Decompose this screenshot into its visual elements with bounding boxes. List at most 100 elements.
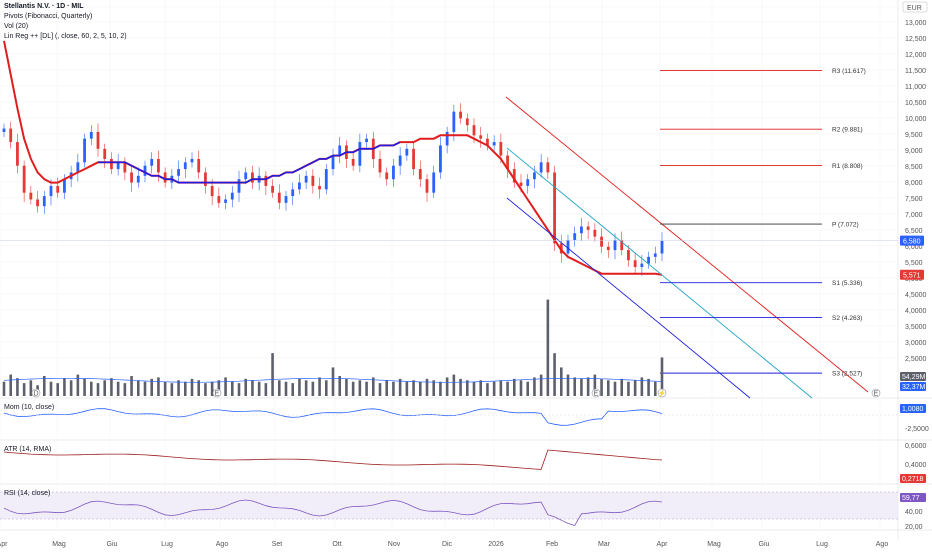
y-tick-label: 5,500 (905, 260, 923, 267)
volume-bar (465, 380, 469, 396)
volume-bar (210, 381, 214, 396)
candle-body (526, 179, 530, 186)
candle-body (89, 131, 93, 139)
volume-bar (29, 380, 33, 396)
candle-body (16, 142, 19, 166)
volume-bar (237, 383, 241, 396)
candle-body (304, 175, 308, 183)
y-tick-label: 11,500 (905, 68, 926, 75)
y-tick-label: 10,500 (905, 100, 927, 107)
pivot-label-1: R2 (9.881) (832, 127, 863, 134)
volume-bar (459, 378, 462, 396)
rsi-value-text: 59,77 (902, 495, 920, 502)
volume-bar (439, 381, 442, 396)
volume-bar (499, 380, 503, 396)
volume-bar (472, 381, 476, 396)
candle-body (492, 142, 496, 146)
mom-value-text: 1,0080 (902, 406, 924, 413)
candle-body (22, 165, 26, 193)
volume-bar (392, 381, 395, 396)
volume-bar (519, 380, 523, 396)
mom-label: Mom (10, close) (4, 404, 55, 411)
mom-badge (900, 404, 926, 413)
event-marker-4 (871, 388, 881, 398)
x-tick-label: Apr (0, 541, 8, 548)
volume-bar (606, 380, 610, 396)
candle-body (566, 239, 570, 254)
candle-body (123, 162, 127, 173)
volume-bar (22, 383, 26, 396)
rsi-band (0, 492, 898, 519)
volume-bar (304, 380, 308, 396)
volume-bar (479, 380, 483, 396)
candle-body (136, 175, 140, 183)
volume-bar (653, 381, 657, 396)
candle-body (224, 199, 227, 203)
volume-bar (358, 380, 362, 396)
volume-bar (533, 377, 536, 396)
rsi-line (3, 499, 663, 526)
x-tick-label: 2026 (488, 541, 504, 548)
volume-bar (89, 381, 93, 396)
pivot-label-3: P (7.072) (832, 222, 859, 229)
candle-body (338, 145, 342, 156)
candle-body (110, 158, 113, 170)
volume-group (2, 299, 664, 396)
y-tick-label: 3,0000 (905, 340, 927, 347)
volume-bar (257, 381, 261, 396)
volume-bar (277, 380, 281, 396)
volume-bar (76, 374, 80, 396)
candle-body (506, 155, 509, 170)
candle-body (284, 196, 288, 203)
x-tick-label: Lug (816, 541, 828, 548)
candle-body (230, 192, 234, 200)
x-tick-label: Giu (759, 541, 770, 548)
x-tick-label: Mag (52, 541, 66, 548)
candles-group (2, 103, 664, 277)
y-tick-label: 4,0000 (905, 308, 927, 315)
volume-bar (284, 381, 288, 396)
volume-bar (566, 374, 570, 396)
volume-bar (580, 378, 583, 396)
candle-body (546, 162, 550, 173)
volume-bar (647, 378, 650, 396)
candle-body (331, 155, 335, 170)
volume-bar (613, 381, 617, 396)
atr-badge (900, 474, 926, 483)
volume-bar (96, 383, 100, 396)
event-marker-label-2: E (594, 391, 599, 398)
candle-body (586, 226, 590, 230)
candle-body (412, 148, 415, 170)
volume-bar (157, 377, 160, 396)
volume-bar (445, 377, 449, 396)
candle-body (512, 169, 516, 183)
volume-bar (271, 353, 274, 396)
x-tick-label: Dic (442, 541, 453, 548)
volume-bar (103, 380, 107, 396)
candle-body (633, 260, 637, 267)
volume-bar (425, 378, 429, 396)
channel-lower-line (506, 197, 751, 399)
event-marker-label-3: ⚡ (658, 389, 667, 398)
candle-body (358, 142, 362, 166)
x-tick-label: Lug (161, 541, 173, 548)
x-tick-label: Ago (876, 541, 889, 548)
volume-bar (452, 374, 456, 396)
candle-body (177, 169, 180, 176)
rsi-badge (900, 493, 926, 502)
candle-body (459, 111, 462, 119)
candle-body (392, 165, 395, 180)
y-tick-label: 8,000 (905, 180, 923, 187)
volume-bar (371, 377, 375, 396)
x-tick-label: Mar (598, 541, 611, 548)
candle-body (96, 131, 100, 149)
volume-bar (311, 381, 315, 396)
last-price-text: 6,580 (903, 239, 921, 246)
candle-body (385, 172, 389, 180)
candle-body (324, 169, 328, 190)
volume-bar (586, 377, 590, 396)
volume-bar (593, 374, 597, 396)
atr-tick-0: 0,6000 (905, 443, 927, 450)
